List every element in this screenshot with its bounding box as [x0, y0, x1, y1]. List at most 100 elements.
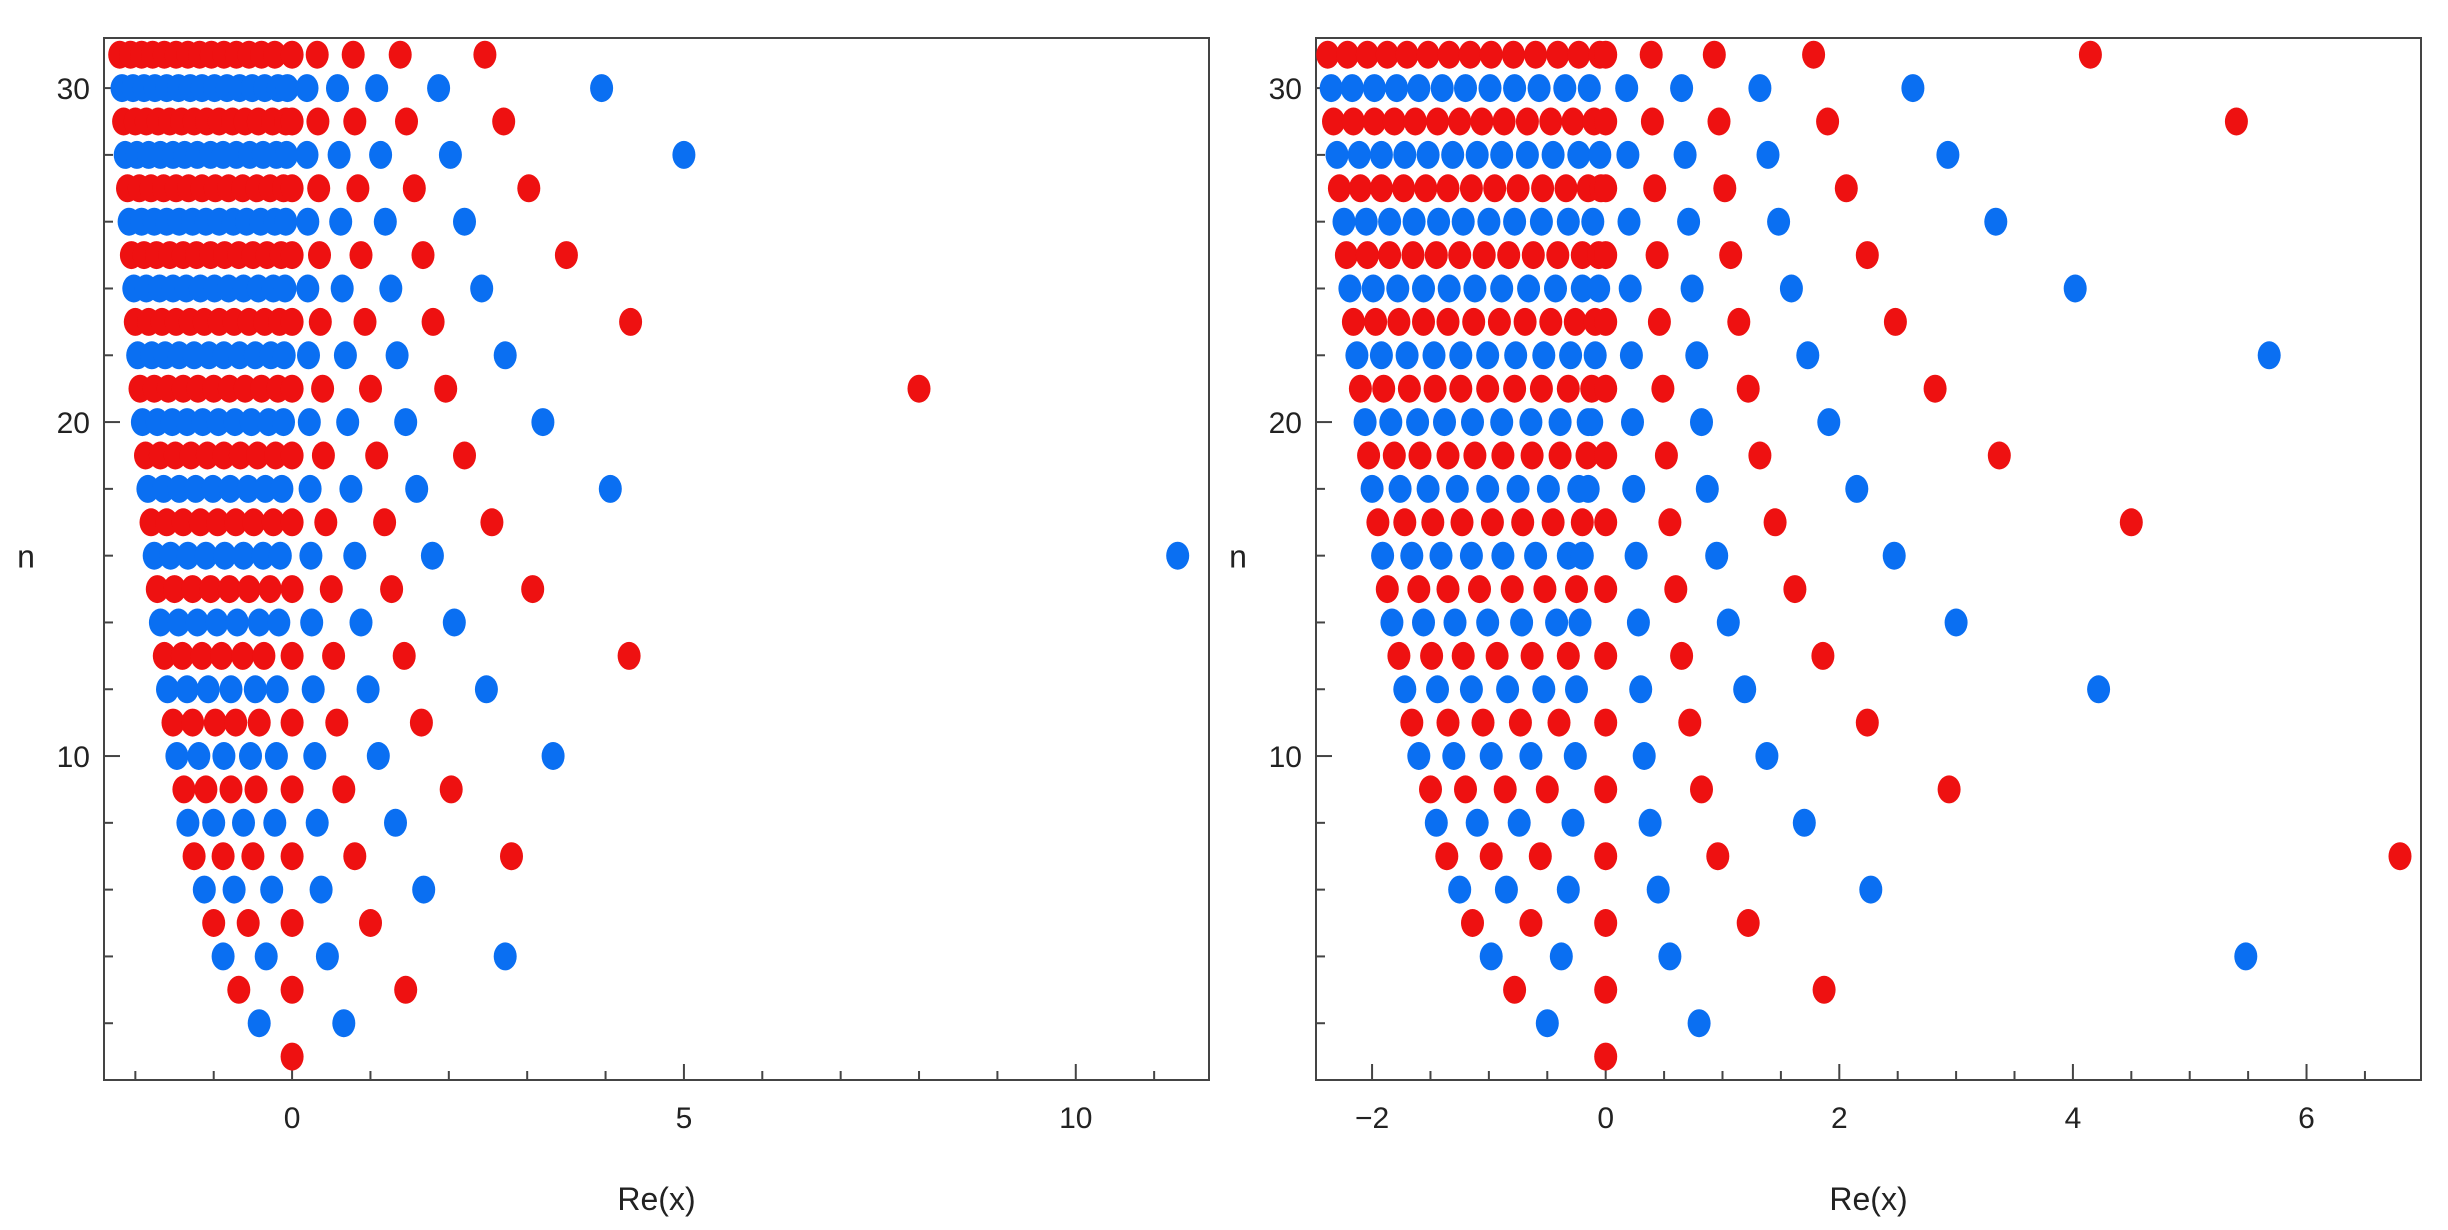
data-point	[332, 775, 356, 804]
data-point	[239, 408, 263, 437]
data-point	[1690, 775, 1713, 804]
data-point	[298, 474, 322, 503]
data-point	[1594, 575, 1618, 604]
data-point	[1427, 207, 1451, 236]
data-point	[1618, 274, 1642, 303]
data-point	[1515, 107, 1539, 136]
data-point	[196, 675, 220, 704]
data-point	[346, 174, 370, 203]
data-point	[1519, 909, 1543, 937]
data-point	[2087, 675, 2111, 704]
data-point	[1733, 675, 1757, 704]
data-point	[1503, 207, 1527, 236]
data-point	[1436, 575, 1460, 604]
data-point	[1372, 374, 1396, 403]
data-point	[297, 341, 320, 370]
y-tick-label: 30	[57, 73, 90, 106]
series-odd-n	[108, 40, 931, 1071]
data-point	[1527, 74, 1551, 103]
data-point	[326, 74, 349, 103]
data-point	[148, 608, 172, 637]
data-point	[1532, 675, 1556, 704]
data-point	[1594, 374, 1618, 403]
data-point	[1416, 140, 1440, 169]
data-point	[1563, 307, 1587, 336]
data-point	[1570, 508, 1594, 537]
data-point	[2078, 40, 2102, 69]
data-point	[1463, 274, 1487, 303]
data-point	[349, 241, 373, 270]
data-point	[1855, 708, 1879, 737]
data-point	[242, 508, 266, 537]
data-point	[1476, 341, 1500, 370]
data-point	[1524, 40, 1548, 69]
data-point	[1670, 74, 1694, 103]
data-point	[353, 307, 377, 336]
data-point	[1570, 274, 1594, 303]
data-point	[1478, 74, 1502, 103]
data-point	[1448, 241, 1472, 270]
data-point	[1387, 641, 1411, 670]
x-tick-label: 6	[2298, 1102, 2315, 1135]
data-point	[1451, 641, 1475, 670]
x-tick-label: 2	[1831, 1102, 1848, 1135]
data-point	[1386, 274, 1410, 303]
data-point	[222, 875, 246, 904]
data-point	[1727, 307, 1751, 336]
data-point	[247, 608, 271, 637]
data-point	[1687, 1009, 1711, 1038]
data-point	[907, 374, 931, 403]
data-point	[1556, 207, 1580, 236]
data-point	[1485, 641, 1509, 670]
data-point	[1355, 40, 1379, 69]
y-tick-label: 20	[57, 407, 90, 440]
data-point	[299, 541, 323, 570]
data-point	[1532, 341, 1556, 370]
data-point	[1570, 541, 1594, 570]
data-point	[1382, 441, 1406, 470]
data-point	[1443, 608, 1467, 637]
data-point	[1316, 40, 1340, 69]
data-point	[1436, 441, 1460, 470]
data-point	[307, 174, 331, 203]
data-point	[280, 1042, 304, 1071]
y-axis-label: n	[1229, 539, 1247, 575]
data-point	[1465, 808, 1489, 837]
data-point	[412, 875, 436, 904]
data-point	[405, 474, 429, 503]
data-point	[2119, 508, 2143, 537]
data-point	[280, 241, 304, 270]
data-point	[219, 775, 243, 804]
data-point	[280, 575, 304, 604]
data-point	[1369, 341, 1393, 370]
data-point	[1617, 207, 1641, 236]
data-point	[1802, 40, 1826, 69]
x-tick-label: 0	[1597, 1102, 1614, 1135]
data-point	[1354, 207, 1378, 236]
data-point	[1375, 575, 1399, 604]
data-point	[1487, 307, 1511, 336]
data-point	[225, 608, 249, 637]
data-point	[1626, 608, 1650, 637]
data-point	[1548, 441, 1572, 470]
data-point	[233, 374, 257, 403]
y-axis-label: n	[17, 539, 35, 575]
data-point	[1984, 207, 2008, 236]
data-point	[1678, 708, 1702, 737]
data-point	[453, 441, 476, 470]
data-point	[388, 40, 412, 69]
data-point	[244, 775, 268, 804]
data-point	[473, 40, 497, 69]
data-point	[343, 107, 367, 136]
data-point	[1594, 174, 1618, 203]
data-point	[1491, 441, 1515, 470]
data-point	[1334, 241, 1358, 270]
data-point	[175, 675, 199, 704]
data-point	[275, 140, 299, 169]
data-point	[1594, 842, 1618, 871]
data-point	[1670, 641, 1694, 670]
data-point	[264, 441, 288, 470]
data-point	[184, 474, 208, 503]
data-point	[1645, 241, 1669, 270]
